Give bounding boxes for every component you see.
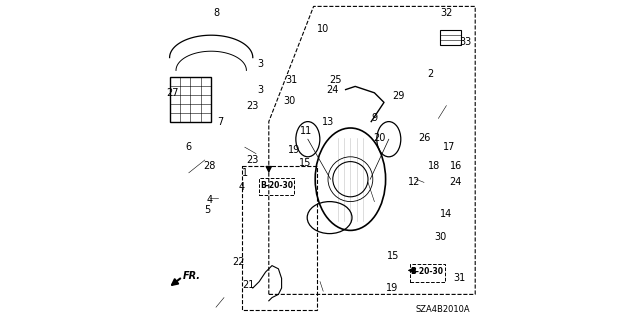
Text: 29: 29 xyxy=(392,91,404,101)
Text: 5: 5 xyxy=(204,204,211,215)
Text: 17: 17 xyxy=(444,142,456,152)
Text: 32: 32 xyxy=(440,8,452,18)
Text: 19: 19 xyxy=(287,145,300,156)
Text: 9: 9 xyxy=(371,113,378,124)
Text: 28: 28 xyxy=(204,161,216,172)
Text: 2: 2 xyxy=(428,68,433,79)
Text: 27: 27 xyxy=(166,88,179,98)
Text: 4: 4 xyxy=(239,182,244,192)
Text: 15: 15 xyxy=(300,158,312,168)
Text: 12: 12 xyxy=(408,177,420,188)
Text: 31: 31 xyxy=(285,75,298,85)
Text: 15: 15 xyxy=(387,251,399,261)
Text: 23: 23 xyxy=(246,155,259,165)
Text: 11: 11 xyxy=(300,126,312,136)
Text: 13: 13 xyxy=(322,116,334,127)
Text: 10: 10 xyxy=(317,24,330,34)
Text: 16: 16 xyxy=(450,161,462,172)
Bar xyxy=(440,30,461,45)
Bar xyxy=(170,77,211,122)
Text: 31: 31 xyxy=(453,273,465,284)
Text: 26: 26 xyxy=(418,132,430,143)
Text: 6: 6 xyxy=(186,142,192,152)
Text: B-20-30: B-20-30 xyxy=(260,181,293,190)
Text: 33: 33 xyxy=(460,36,472,47)
Text: B-20-30: B-20-30 xyxy=(411,268,444,276)
Text: FR.: FR. xyxy=(183,271,201,281)
Text: 4: 4 xyxy=(207,195,212,205)
Text: 1: 1 xyxy=(242,168,248,178)
Text: 24: 24 xyxy=(449,177,461,188)
Text: 18: 18 xyxy=(428,161,440,172)
Text: 7: 7 xyxy=(218,116,224,127)
Text: 8: 8 xyxy=(213,8,219,18)
Text: 30: 30 xyxy=(434,232,446,242)
Text: 19: 19 xyxy=(386,283,398,293)
Text: SZA4B2010A: SZA4B2010A xyxy=(416,305,470,314)
Text: 3: 3 xyxy=(258,84,264,95)
Text: 23: 23 xyxy=(246,100,259,111)
Text: 24: 24 xyxy=(326,84,339,95)
Text: 14: 14 xyxy=(440,209,452,220)
Text: 20: 20 xyxy=(373,132,385,143)
Text: 22: 22 xyxy=(232,257,244,268)
Text: 3: 3 xyxy=(258,59,264,69)
Text: 25: 25 xyxy=(329,75,342,85)
Text: 30: 30 xyxy=(284,96,296,106)
Text: 21: 21 xyxy=(242,280,254,290)
